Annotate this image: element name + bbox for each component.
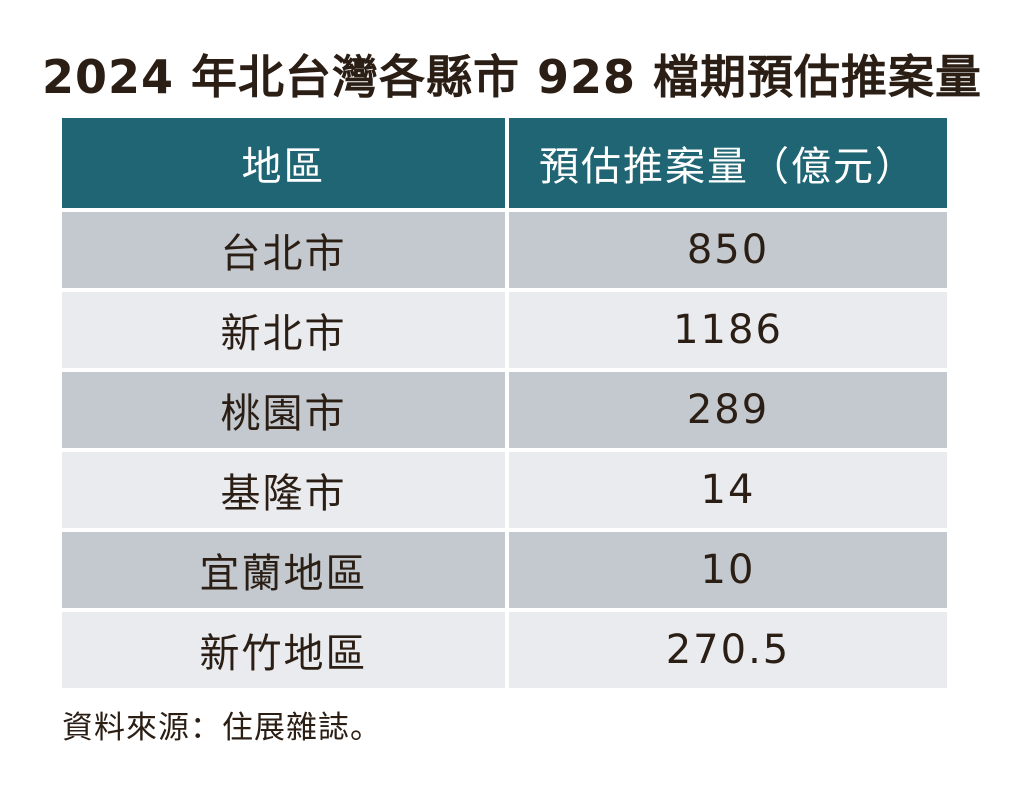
column-header-volume: 預估推案量（億元） [509, 118, 947, 208]
table-header-row: 地區 預估推案量（億元） [62, 118, 947, 208]
region-cell: 宜蘭地區 [62, 532, 505, 608]
table-row-taipei: 台北市 850 [62, 212, 947, 288]
value-cell: 850 [509, 212, 947, 288]
value-cell: 14 [509, 452, 947, 528]
chart-title: 2024 年北台灣各縣市 928 檔期預估推案量 [41, 50, 983, 104]
value-cell: 10 [509, 532, 947, 608]
table-row-taoyuan: 桃園市 289 [62, 372, 947, 448]
region-cell: 基隆市 [62, 452, 505, 528]
value-cell: 1186 [509, 292, 947, 368]
region-cell: 新北市 [62, 292, 505, 368]
region-cell: 新竹地區 [62, 612, 505, 688]
column-header-region: 地區 [62, 118, 505, 208]
table-row-yilan: 宜蘭地區 10 [62, 532, 947, 608]
value-cell: 289 [509, 372, 947, 448]
data-table: 地區 預估推案量（億元） 台北市 850 新北市 1186 桃園市 289 基隆… [62, 118, 947, 688]
table-row-newtaipei: 新北市 1186 [62, 292, 947, 368]
table-row-keelung: 基隆市 14 [62, 452, 947, 528]
region-cell: 台北市 [62, 212, 505, 288]
value-cell: 270.5 [509, 612, 947, 688]
source-note: 資料來源：住展雜誌。 [62, 710, 382, 746]
region-cell: 桃園市 [62, 372, 505, 448]
table-row-hsinchu: 新竹地區 270.5 [62, 612, 947, 688]
